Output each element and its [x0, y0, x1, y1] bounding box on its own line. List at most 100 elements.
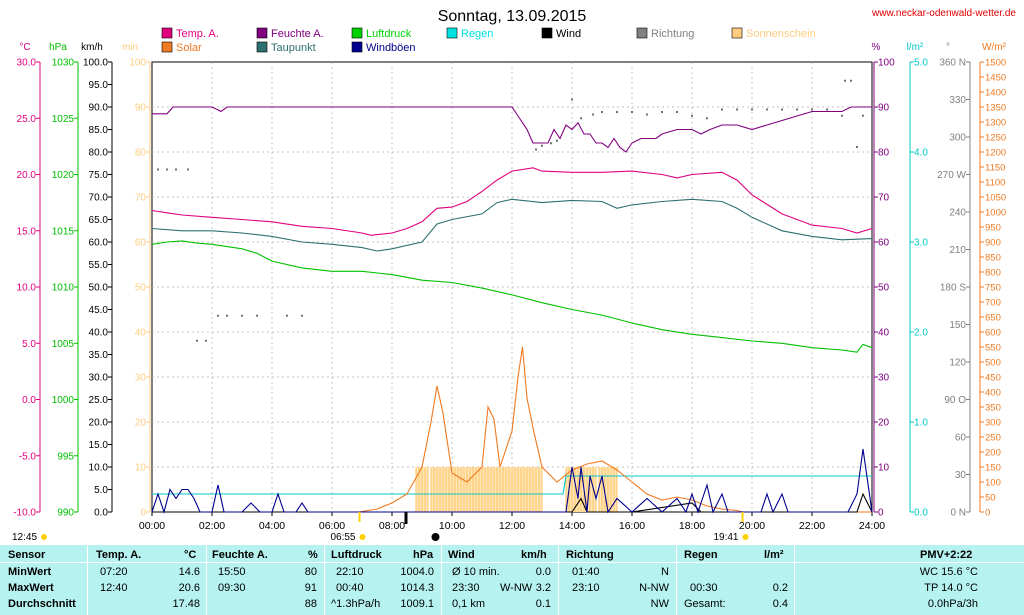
humidity-axis-tick-label: 0: [878, 508, 884, 519]
direction-dot: [781, 108, 783, 111]
sunset-time: 19:41: [713, 532, 738, 543]
wind-max-time: 23:30: [452, 582, 480, 594]
temp-axis-tick-label: 0.0: [22, 395, 36, 406]
stats-header-wind-unit: km/h: [521, 549, 547, 561]
rain-axis-tick-label: 3.0: [914, 238, 928, 249]
current-time-marker: [404, 512, 408, 524]
x-tick-label: 18:00: [679, 520, 705, 532]
sunshine-bars: [415, 467, 618, 512]
dir-max-value: N-NW: [639, 582, 669, 594]
hum-avg-value: 88: [304, 598, 317, 610]
sunshine-axis-tick-label: 0: [140, 508, 146, 519]
temp-axis-tick-label: 10.0: [17, 283, 37, 294]
x-tick-label: 20:00: [739, 520, 765, 532]
x-tick-label: 02:00: [199, 520, 225, 532]
x-tick-label: 00:00: [139, 520, 165, 532]
sunshine-axis-tick-label: 100: [129, 58, 146, 69]
legend-swatch: [256, 27, 268, 39]
press-min-time: 22:10: [336, 566, 364, 578]
series-solar: [152, 346, 872, 513]
press-avg-value: 1009.1: [400, 598, 434, 610]
series-feuchte-a: [152, 106, 872, 153]
direction-axis-tick-label: 210: [949, 245, 966, 256]
rain-axis-tick-label: 5.0: [914, 58, 928, 69]
direction-axis-tick-label: 270 W: [937, 170, 966, 181]
axis-unit-label: W/m²: [982, 42, 1007, 53]
row-label: MaxWert: [8, 582, 54, 594]
pressure-axis-tick-label: 995: [57, 451, 74, 462]
wind-distance: 0,1 km: [452, 598, 486, 610]
pmv-trend: 0.0hPa/3h: [927, 598, 978, 610]
sun-icon: [359, 534, 366, 540]
legend-swatch: [636, 27, 648, 39]
solar-axis-tick-label: 1300: [985, 118, 1006, 129]
wind-axis-tick-label: 50.0: [89, 283, 109, 294]
wind-direction-dots: [157, 79, 864, 342]
legend-label: Taupunkt: [271, 42, 316, 54]
legend-swatch: [351, 41, 363, 53]
hum-min-time: 15:50: [218, 566, 246, 578]
row-label: Durchschnitt: [8, 598, 76, 610]
legend-swatch: [161, 27, 173, 39]
hum-max-time: 09:30: [218, 582, 246, 594]
solar-axis-tick-label: 450: [985, 373, 1001, 384]
direction-dot: [676, 111, 678, 113]
direction-axis-tick-label: 330: [949, 95, 966, 106]
direction-axis-tick-label: 300: [949, 133, 966, 144]
temp-max-value: 20.6: [178, 582, 200, 594]
temp-axis-tick-label: 30.0: [17, 58, 37, 69]
direction-dot: [862, 114, 864, 117]
pressure-axis-tick-label: 1000: [52, 395, 75, 406]
hum-max-value: 91: [304, 582, 317, 594]
solar-axis-tick-label: 850: [985, 253, 1001, 264]
stats-header-rain: Regen: [684, 549, 718, 561]
sunshine-axis-tick-label: 60: [135, 238, 147, 249]
solar-axis-tick-label: 50: [985, 493, 996, 504]
solar-axis-tick-label: 550: [985, 343, 1001, 354]
temp-max-time: 12:40: [100, 582, 128, 594]
legend-label: Solar: [176, 42, 202, 54]
rain-max-value: 0.2: [772, 582, 788, 594]
sunshine-axis-tick-label: 30: [135, 373, 147, 384]
humidity-axis-tick-label: 90: [878, 103, 890, 114]
axis-unit-label: %: [872, 42, 881, 53]
rain-total-value: 0.4: [772, 598, 788, 610]
axis-unit-label: km/h: [81, 42, 103, 53]
solar-axis-tick-label: 750: [985, 283, 1001, 294]
temp-axis-tick-label: -5.0: [19, 451, 37, 462]
wind-axis-tick-label: 80.0: [89, 148, 109, 159]
website-link[interactable]: www.neckar-odenwald-wetter.de: [871, 8, 1016, 19]
wind-axis-tick-label: 0.0: [94, 508, 108, 519]
axis-unit-label: °C: [19, 42, 30, 53]
legend-label: Temp. A.: [176, 28, 219, 40]
axis-unit-label: hPa: [49, 42, 67, 53]
statistics-table: Sensor Temp. A. °C Feuchte A. % Luftdruc…: [0, 545, 1024, 615]
solar-axis-tick-label: 650: [985, 313, 1001, 324]
series-regen: [152, 475, 872, 495]
wind-avg-value: 0.1: [535, 598, 551, 610]
direction-dot: [826, 108, 828, 111]
wind-axis-tick-label: 55.0: [89, 260, 109, 271]
solar-axis-tick-label: 800: [985, 268, 1001, 279]
solar-axis-tick-label: 1350: [985, 103, 1006, 114]
direction-axis-tick-label: 90 O: [944, 395, 966, 406]
direction-dot: [661, 111, 663, 113]
humidity-axis-tick-label: 10: [878, 463, 890, 474]
wind-axis-tick-label: 95.0: [89, 80, 109, 91]
sun-icon: [41, 534, 47, 540]
stats-header-pmv: PMV+2:22: [920, 549, 973, 561]
direction-dot: [217, 314, 219, 317]
wind-axis-tick-label: 5.0: [94, 485, 108, 496]
stats-header-press-unit: hPa: [413, 549, 434, 561]
press-max-value: 1014.3: [400, 582, 434, 594]
direction-dot: [196, 339, 198, 342]
solar-axis-tick-label: 300: [985, 418, 1001, 429]
wind-axis-tick-label: 90.0: [89, 103, 109, 114]
axis-unit-label: °: [946, 42, 950, 53]
direction-dot: [157, 168, 159, 171]
pressure-axis-tick-label: 1005: [52, 339, 75, 350]
wind-axis-tick-label: 15.0: [89, 440, 109, 451]
humidity-axis-tick-label: 60: [878, 238, 890, 249]
temp-axis-tick-label: 25.0: [17, 114, 37, 125]
legend-label: Luftdruck: [366, 28, 412, 40]
